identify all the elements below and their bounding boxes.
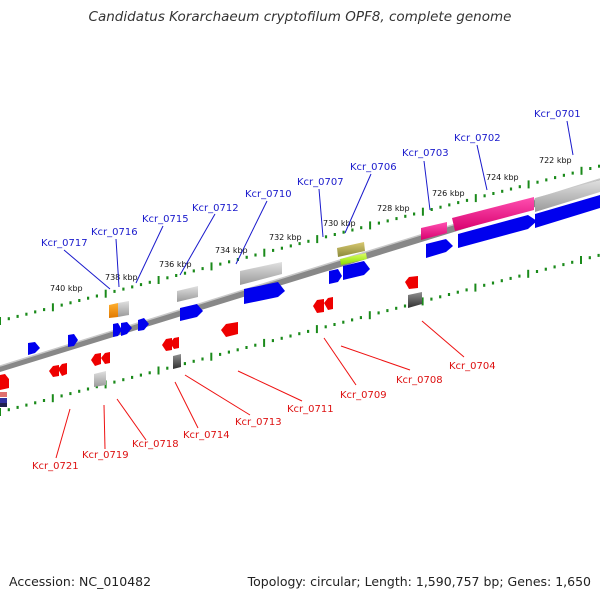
gene-label-kcr-0712: Kcr_0712: [192, 203, 239, 214]
forward-callout-lines: [63, 120, 574, 290]
map-title: Candidatus Korarchaeum cryptofilum OPF8,…: [88, 9, 512, 25]
gene-label-kcr-0706: Kcr_0706: [350, 162, 397, 173]
forward-cds-arrow: [244, 282, 285, 304]
genome-summary-text: Topology: circular; Length: 1,590,757 bp…: [247, 574, 591, 589]
reverse-edge-gene: [0, 403, 7, 407]
ruler-label: 732 kbp: [269, 233, 302, 242]
forward-highlight-gene: [452, 197, 534, 231]
reverse-cds-arrow: [0, 374, 9, 390]
gene-label-kcr-0719: Kcr_0719: [82, 450, 129, 461]
forward-cds-arrow: [329, 269, 342, 284]
forward-orange-gene: [109, 303, 118, 318]
gene-label-kcr-0708: Kcr_0708: [396, 375, 443, 386]
reverse-dark-gene: [408, 292, 422, 308]
reverse-cds-arrow: [405, 276, 418, 289]
reverse-gene-labels: Kcr_0704 Kcr_0708 Kcr_0709 Kcr_0711 Kcr_…: [32, 361, 496, 472]
forward-highlight-gene-small: [421, 222, 447, 240]
forward-cds-arrow: [28, 342, 40, 355]
gene-label-kcr-0710: Kcr_0710: [245, 189, 292, 200]
gene-label-kcr-0702: Kcr_0702: [454, 133, 501, 144]
gene-label-kcr-0721: Kcr_0721: [32, 461, 79, 472]
gene-label-kcr-0714: Kcr_0714: [183, 430, 230, 441]
ruler-label: 728 kbp: [377, 204, 410, 213]
gene-label-kcr-0713: Kcr_0713: [235, 417, 282, 428]
reverse-cds-arrow: [58, 363, 67, 376]
ruler-label: 722 kbp: [539, 156, 572, 165]
gene-label-kcr-0716: Kcr_0716: [91, 227, 138, 238]
gene-label-kcr-0718: Kcr_0718: [132, 439, 179, 450]
reverse-cds-arrow: [162, 338, 172, 351]
forward-cds-arrow: [113, 323, 122, 337]
forward-rna-block: [177, 286, 198, 302]
accession-text: Accession: NC_010482: [9, 574, 152, 589]
forward-cds-arrow: [138, 318, 149, 331]
reverse-rna-block: [94, 371, 106, 387]
ruler-ticks-reverse: [0, 253, 600, 416]
ruler-labels: 722 kbp 724 kbp 726 kbp 728 kbp 730 kbp …: [50, 156, 572, 293]
gene-label-kcr-0704: Kcr_0704: [449, 361, 496, 372]
forward-rna-block: [535, 180, 600, 212]
forward-cds-block: [535, 195, 600, 228]
gene-label-kcr-0701: Kcr_0701: [534, 109, 581, 120]
gene-label-kcr-0715: Kcr_0715: [142, 214, 189, 225]
reverse-cds-arrow: [101, 352, 110, 364]
gene-label-kcr-0709: Kcr_0709: [340, 390, 387, 401]
forward-lime-gene: [340, 253, 367, 265]
ruler-label: 736 kbp: [159, 260, 192, 269]
ruler-label: 726 kbp: [432, 189, 465, 198]
forward-gene-labels: Kcr_0701 Kcr_0702 Kcr_0703 Kcr_0706 Kcr_…: [41, 109, 581, 249]
reverse-cds-arrow: [91, 353, 101, 366]
ruler-label: 724 kbp: [486, 173, 519, 182]
reverse-features: [0, 276, 422, 407]
forward-cds-arrow: [426, 239, 453, 258]
forward-cds-arrow: [68, 334, 78, 347]
ruler-label: 734 kbp: [215, 246, 248, 255]
forward-cds-arrow: [180, 304, 203, 321]
reverse-cds-arrow: [49, 365, 59, 377]
reverse-edge-gene: [0, 398, 7, 403]
forward-features: [28, 180, 600, 355]
gene-label-kcr-0711: Kcr_0711: [287, 404, 334, 415]
ruler-label: 740 kbp: [50, 284, 83, 293]
reverse-cds-arrow: [313, 299, 324, 313]
forward-olive-gene: [337, 242, 365, 257]
reverse-callout-lines: [55, 320, 465, 459]
forward-cds-arrow: [458, 215, 537, 248]
gene-label-kcr-0703: Kcr_0703: [402, 148, 449, 159]
reverse-dark-gene: [173, 354, 181, 369]
ruler-ticks-forward: [0, 164, 600, 325]
reverse-cds-arrow: [170, 337, 179, 349]
reverse-cds-arrow: [324, 297, 333, 310]
reverse-edge-gene: [0, 392, 7, 397]
reverse-cds-arrow: [221, 322, 238, 337]
forward-cds-arrow: [343, 261, 370, 280]
gene-label-kcr-0717: Kcr_0717: [41, 238, 88, 249]
gene-label-kcr-0707: Kcr_0707: [297, 177, 344, 188]
ruler-label: 730 kbp: [323, 219, 356, 228]
ruler-label: 738 kbp: [105, 273, 138, 282]
forward-cds-arrow: [121, 322, 132, 336]
forward-rna-block: [240, 262, 282, 285]
forward-rna-block: [118, 301, 129, 317]
